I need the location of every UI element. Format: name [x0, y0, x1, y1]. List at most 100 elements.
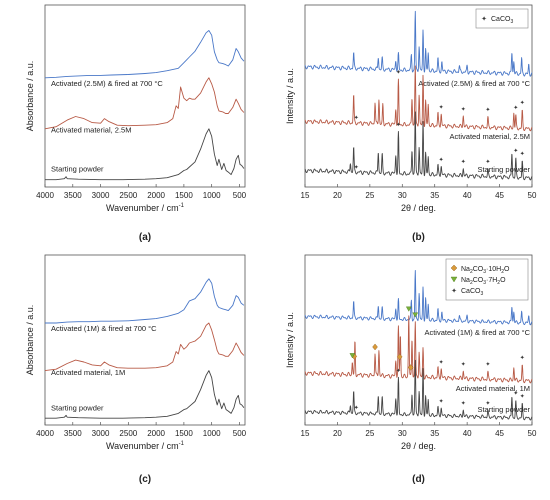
series-line [304, 359, 533, 421]
series-label: Activated material, 1M [51, 368, 125, 377]
legend-diamond-marker [450, 264, 458, 272]
x-tick-label: 50 [528, 429, 537, 438]
panel-c: 4000 3500 3000 2500 2000 1500 1000 500 Wavenumbe… [25, 254, 247, 485]
legend-label-part: CO [473, 266, 484, 273]
series-line [45, 278, 245, 324]
legend-box [475, 8, 529, 29]
x-tick-label: 3000 [92, 429, 110, 438]
x-tick-label: 45 [495, 429, 504, 438]
x-tick-label: 15 [301, 429, 310, 438]
caco3-star-marker: ✦ [396, 367, 401, 374]
x-tick-label: 25 [365, 191, 374, 200]
series-label: Starting powder [51, 165, 104, 174]
x-axis-label: 2θ / deg. [401, 441, 436, 451]
plot-frame [44, 254, 246, 426]
series-line [45, 370, 245, 419]
y-axis-label: Absorbance / a.u. [25, 305, 35, 376]
legend-label-part: CaCO [461, 288, 481, 295]
legend-label: Na2CO3·7H2O [461, 277, 506, 286]
legend: Na2CO3·10H2O Na2CO3·7H2O ✦ CaCO3 [445, 258, 529, 301]
caco3-star-marker: ✦ [485, 400, 490, 407]
triangle-marker [349, 353, 356, 359]
series-line [44, 30, 245, 79]
caco3-star-marker: ✦ [513, 105, 518, 112]
legend-label-part: ·10H [486, 266, 501, 273]
series-label: Activated (1M) & fired at 700 °C [51, 324, 157, 333]
legend-box [445, 258, 529, 301]
series-label: Activated material, 2.5M [450, 132, 530, 141]
series-label: Activated material, 1M [456, 384, 530, 393]
legend-star-marker: ✦ [451, 287, 457, 295]
series-line [304, 315, 533, 384]
x-axis-label: Wavenumber / cm-1 [106, 441, 185, 451]
series-line [304, 10, 533, 77]
plot-frame [304, 4, 533, 188]
panel-label: (c) [139, 474, 151, 485]
series-line [45, 128, 245, 181]
legend-label-subscript: 2 [501, 269, 504, 275]
x-tick-label: 500 [233, 429, 247, 438]
legend-label: CaCO3 [491, 16, 513, 25]
y-axis-label: Absorbance / a.u. [25, 61, 35, 132]
legend: ✦ CaCO3 [475, 8, 529, 29]
legend-star-marker: ✦ [481, 15, 487, 23]
caco3-star-marker: ✦ [461, 361, 466, 368]
legend-label-subscript: 2 [470, 269, 473, 275]
caco3-star-marker: ✦ [485, 106, 490, 113]
caco3-star-marker: ✦ [439, 104, 444, 111]
series-label: Activated (2.5M) & fired at 700 °C [418, 79, 530, 88]
series-line [44, 77, 245, 130]
x-tick-label: 30 [398, 429, 407, 438]
panel-label: (a) [139, 232, 151, 243]
x-tick-label: 1000 [203, 429, 221, 438]
series-label: Starting powder [477, 405, 530, 414]
x-axis-label-superscript: -1 [179, 203, 185, 209]
caco3-star-marker: ✦ [520, 99, 525, 106]
legend-label-subscript: 2 [470, 280, 473, 286]
x-axis-label-superscript: -1 [179, 441, 185, 447]
legend-label-part: O [500, 277, 506, 284]
series-label: Activated (2.5M) & fired at 700 °C [51, 79, 163, 88]
triangle-marker [412, 312, 419, 318]
legend-label: Na2CO3·10H2O [461, 266, 510, 275]
caco3-star-marker: ✦ [485, 361, 490, 368]
x-tick-label: 3500 [64, 429, 82, 438]
x-tick-label: 35 [430, 429, 439, 438]
caco3-star-marker: ✦ [439, 156, 444, 163]
x-tick-label: 20 [333, 191, 342, 200]
x-tick-label: 1500 [175, 429, 193, 438]
legend-label-subscript: 2 [497, 280, 500, 286]
legend-label: CaCO3 [461, 288, 483, 297]
caco3-star-marker: ✦ [461, 400, 466, 407]
caco3-star-marker: ✦ [439, 398, 444, 405]
x-tick-label: 500 [233, 191, 247, 200]
caco3-star-marker: ✦ [520, 393, 525, 400]
diamond-marker [407, 364, 414, 371]
x-tick-label: 1500 [175, 191, 193, 200]
panel-b: 15 20 25 30 35 40 45 50 2θ / deg. Intensity / a.u… [285, 4, 537, 243]
x-tick-label: 35 [430, 191, 439, 200]
legend-label-part: ·7H [486, 277, 497, 284]
series-line [44, 322, 245, 372]
triangle-marker [405, 306, 412, 312]
x-tick-label: 3000 [92, 191, 110, 200]
x-tick-label: 3500 [64, 191, 82, 200]
plot-frame [304, 254, 533, 426]
x-tick-label: 1000 [203, 191, 221, 200]
x-tick-label: 2500 [119, 191, 137, 200]
diamond-marker [396, 353, 403, 361]
plot-frame [44, 4, 246, 188]
x-tick-label: 15 [301, 191, 310, 200]
caco3-star-marker: ✦ [439, 359, 444, 366]
caco3-star-marker: ✦ [396, 69, 401, 76]
legend-label-part: CO [473, 277, 484, 284]
y-axis-label: Intensity / a.u. [285, 68, 295, 124]
caco3-star-marker: ✦ [461, 106, 466, 113]
x-tick-label: 40 [463, 429, 472, 438]
legend-label-part: Na [461, 266, 470, 273]
caco3-star-marker: ✦ [513, 390, 518, 397]
x-tick-label: 2000 [147, 191, 165, 200]
caco3-star-marker: ✦ [354, 405, 359, 412]
series-label: Starting powder [477, 165, 530, 174]
legend-label-part: O [504, 266, 510, 273]
